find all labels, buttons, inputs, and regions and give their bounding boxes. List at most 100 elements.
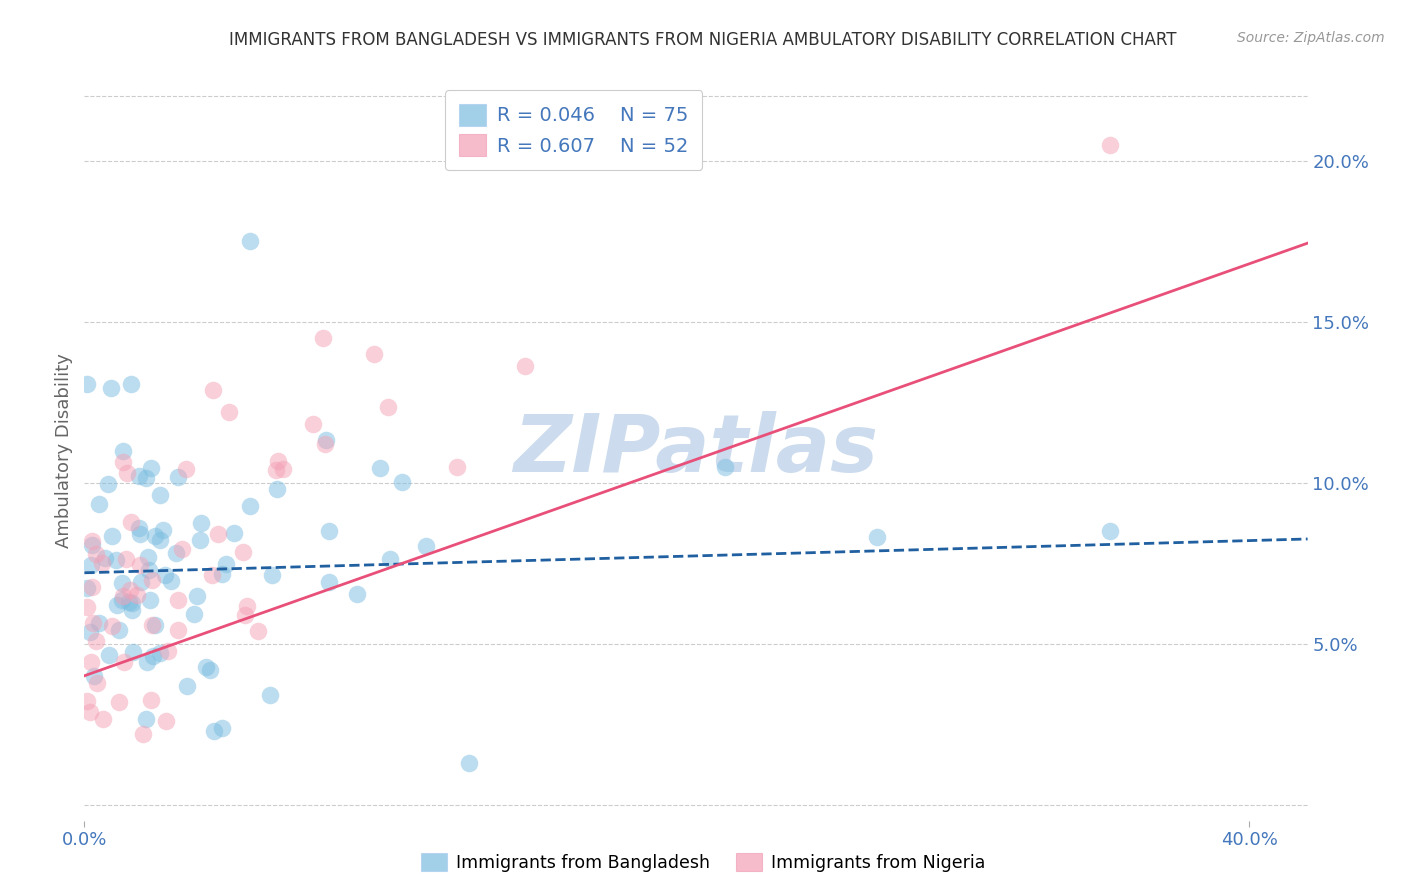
Point [112, 590, 135, 604]
Point [266, 483, 288, 497]
Point [80, 558, 103, 573]
Point [266, 463, 288, 477]
Point [218, 405, 240, 419]
Text: Source: ZipAtlas.com: Source: ZipAtlas.com [1237, 31, 1385, 45]
Point [176, 461, 198, 475]
Point [80, 655, 103, 669]
Point [271, 461, 294, 475]
Point [111, 592, 134, 607]
Point [91, 712, 114, 726]
Point [76, 582, 98, 596]
Point [346, 587, 368, 601]
Point [76, 376, 98, 391]
Point [1098, 137, 1121, 152]
Point [93, 550, 115, 565]
Point [1098, 524, 1121, 538]
Point [315, 434, 337, 448]
Point [129, 558, 152, 573]
Point [155, 714, 177, 728]
Point [100, 529, 122, 543]
Point [90, 556, 112, 570]
Point [97, 477, 120, 491]
Point [80, 538, 103, 552]
Point [215, 558, 238, 572]
Point [312, 331, 335, 345]
Point [190, 516, 212, 530]
Point [143, 618, 166, 632]
Point [112, 656, 135, 670]
Point [368, 461, 391, 475]
Point [259, 688, 281, 702]
Point [194, 660, 217, 674]
Point [120, 515, 142, 529]
Point [138, 592, 160, 607]
Point [87, 497, 110, 511]
Point [202, 383, 225, 397]
Point [363, 347, 385, 361]
Point [97, 648, 120, 662]
Text: ZIPatlas: ZIPatlas [513, 411, 879, 490]
Point [166, 592, 188, 607]
Point [108, 695, 131, 709]
Point [211, 566, 233, 581]
Point [239, 234, 262, 248]
Point [118, 595, 141, 609]
Point [135, 471, 157, 485]
Point [100, 381, 122, 395]
Point [141, 617, 163, 632]
Point [183, 607, 205, 621]
Point [378, 552, 401, 566]
Point [76, 694, 98, 708]
Point [84, 547, 107, 561]
Text: IMMIGRANTS FROM BANGLADESH VS IMMIGRANTS FROM NIGERIA AMBULATORY DISABILITY CORR: IMMIGRANTS FROM BANGLADESH VS IMMIGRANTS… [229, 31, 1177, 49]
Point [139, 460, 162, 475]
Point [135, 712, 157, 726]
Point [391, 475, 413, 490]
Point [200, 568, 222, 582]
Point [108, 623, 131, 637]
Point [121, 603, 143, 617]
Point [121, 596, 143, 610]
Point [86, 633, 108, 648]
Point [318, 574, 340, 589]
Point [314, 436, 336, 450]
Point [122, 645, 145, 659]
Point [157, 644, 180, 658]
Point [188, 533, 211, 548]
Point [80, 534, 103, 549]
Point [128, 521, 150, 535]
Point [167, 623, 190, 637]
Point [131, 727, 153, 741]
Point [267, 454, 290, 468]
Point [115, 551, 138, 566]
Point [513, 359, 536, 373]
Point [139, 693, 162, 707]
Point [79, 705, 101, 719]
Point [105, 553, 128, 567]
Point [176, 680, 198, 694]
Point [87, 616, 110, 631]
Point [142, 649, 165, 664]
Point [149, 488, 172, 502]
Point [446, 459, 468, 474]
Point [129, 527, 152, 541]
Point [136, 550, 159, 565]
Point [167, 470, 190, 484]
Legend: Immigrants from Bangladesh, Immigrants from Nigeria: Immigrants from Bangladesh, Immigrants f… [415, 847, 991, 879]
Point [79, 625, 101, 640]
Point [232, 545, 254, 559]
Point [143, 529, 166, 543]
Point [318, 524, 340, 538]
Point [125, 588, 148, 602]
Point [415, 539, 437, 553]
Point [865, 530, 887, 544]
Point [105, 599, 128, 613]
Point [138, 563, 160, 577]
Point [86, 675, 108, 690]
Point [117, 466, 139, 480]
Point [141, 574, 163, 588]
Point [200, 663, 222, 677]
Point [149, 646, 172, 660]
Point [211, 721, 233, 735]
Point [170, 542, 193, 557]
